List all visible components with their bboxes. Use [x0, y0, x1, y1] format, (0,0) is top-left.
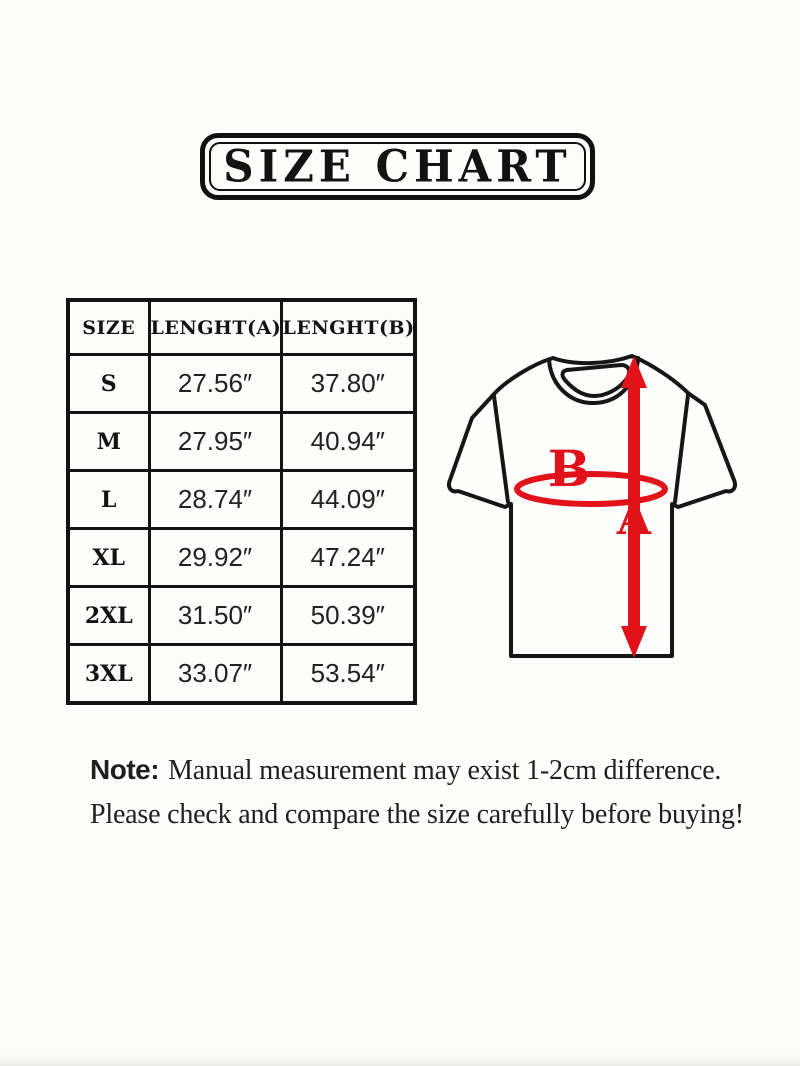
note-prefix: Note: [90, 754, 160, 785]
title-inner-border: SIZE CHART [209, 140, 586, 193]
table-row: XL 29.92″ 47.24″ [66, 527, 417, 588]
length-b-cell: 37.80″ [279, 353, 417, 414]
chest-measure-ellipse [514, 471, 668, 507]
length-measure-arrow [621, 356, 647, 658]
note-line-1: Note: Manual measurement may exist 1-2cm … [90, 754, 721, 787]
length-b-cell: 40.94″ [279, 411, 417, 472]
length-a-cell: 31.50″ [147, 585, 283, 646]
length-a-cell: 33.07″ [147, 643, 283, 705]
table-row: 2XL 31.50″ 50.39″ [66, 585, 417, 646]
right-sleeve-seam [673, 393, 690, 504]
table-row: 3XL 33.07″ 53.54″ [66, 643, 417, 705]
length-b-cell: 53.54″ [279, 643, 417, 705]
size-cell: XL [66, 527, 151, 588]
label-a: A [616, 494, 652, 545]
length-b-cell: 50.39″ [279, 585, 417, 646]
note-line-2: Please check and compare the size carefu… [90, 799, 744, 830]
table-row: S 27.56″ 37.80″ [66, 353, 417, 414]
bottom-cropped-artifact [0, 1054, 800, 1066]
size-table: SIZE LENGHT(A) LENGHT(B) S 27.56″ 37.80″… [66, 298, 417, 705]
label-b: B [548, 439, 590, 498]
table-header-row: SIZE LENGHT(A) LENGHT(B) [66, 298, 417, 356]
size-cell: 3XL [66, 643, 151, 705]
tshirt-measurement-diagram: B A [447, 354, 737, 658]
length-b-cell: 47.24″ [279, 527, 417, 588]
table-row: L 28.74″ 44.09″ [66, 469, 417, 530]
length-a-cell: 29.92″ [147, 527, 283, 588]
page-title: SIZE CHART [223, 140, 572, 193]
length-b-cell: 44.09″ [279, 469, 417, 530]
title-box: SIZE CHART [200, 133, 595, 200]
size-cell: S [66, 353, 151, 414]
length-a-cell: 27.95″ [147, 411, 283, 472]
size-cell: 2XL [66, 585, 151, 646]
size-cell: L [66, 469, 151, 530]
size-cell: M [66, 411, 151, 472]
col-header-length-a: LENGHT(A) [147, 298, 283, 356]
length-a-cell: 28.74″ [147, 469, 283, 530]
length-a-cell: 27.56″ [147, 353, 283, 414]
left-sleeve-seam [492, 394, 510, 504]
col-header-length-b: LENGHT(B) [279, 298, 417, 356]
col-header-size: SIZE [66, 298, 151, 356]
note-text: Manual measurement may exist 1-2cm diffe… [168, 755, 722, 786]
table-row: M 27.95″ 40.94″ [66, 411, 417, 472]
